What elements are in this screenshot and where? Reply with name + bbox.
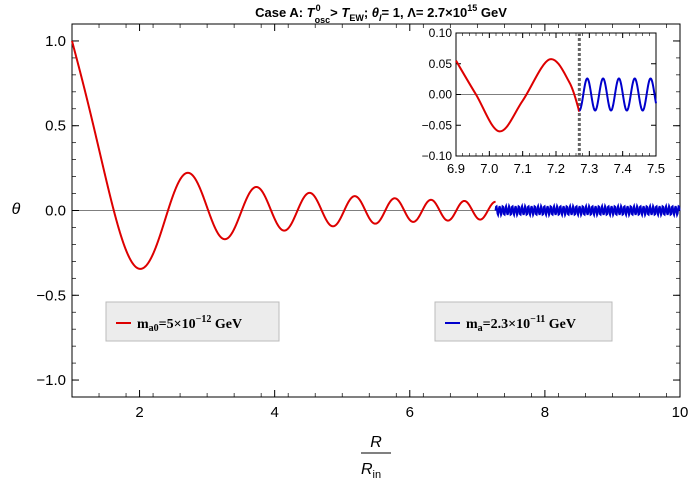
inset-series-red-line (455, 58, 581, 133)
inset-x-tick-label: 6.9 (447, 161, 465, 176)
legend-red-label: ma0=5×10−12 GeV (137, 314, 242, 334)
main-axis-labels: 2 4 6 8 10 1.0 0.5 0.0 −0.5 −1.0 (36, 33, 688, 421)
chart-title: Case A: T0 osc> TEW; θI= 1, Λ= 2.7×1015 G… (255, 3, 507, 25)
y-tick-label: 0.0 (45, 203, 66, 220)
inset-x-tick-label: 7.2 (547, 161, 565, 176)
title-sep: ; (364, 5, 372, 20)
title-t2: T (341, 5, 350, 20)
inset-x-tick-label: 7.5 (647, 161, 665, 176)
title-unit: GeV (477, 5, 507, 20)
legend-blue-unit: GeV (545, 317, 576, 332)
title-prefix: Case A: (255, 5, 307, 20)
legend-blue-exp: −11 (530, 314, 545, 325)
x-label-den-sub: in (373, 469, 382, 481)
title-theta: θ (372, 5, 379, 20)
series-blue-line (494, 202, 681, 219)
legend-blue-sub: a (478, 323, 483, 334)
legend-blue-m: m (466, 317, 478, 332)
inset-x-tick-label: 7.3 (580, 161, 598, 176)
x-label-den-r: R (361, 461, 373, 478)
legend-red-box (105, 301, 280, 342)
legend-red-sub: a0 (149, 323, 159, 334)
legend-red-unit: GeV (211, 317, 242, 332)
legend-red-exp: −12 (196, 314, 212, 325)
x-tick-label: 2 (135, 404, 143, 421)
inset-x-tick-label: 7.0 (480, 161, 498, 176)
legend-red: ma0=5×10−12 GeV (105, 301, 280, 342)
x-tick-label: 8 (541, 404, 549, 421)
inset-y-tick-label: −0.05 (422, 118, 453, 132)
y-axis-label: θ (12, 201, 21, 218)
x-tick-label: 10 (672, 404, 688, 421)
inset-y-tick-label: 0.10 (429, 26, 453, 40)
title-ew-sub: EW (349, 13, 364, 23)
y-tick-label: −1.0 (36, 372, 66, 389)
title-theta-sub: I (379, 13, 382, 23)
title-gt: > (330, 5, 341, 20)
x-label-denominator: Rin (361, 461, 381, 481)
legend-red-val: =5×10 (159, 317, 196, 332)
inset-axis-ticks (455, 32, 657, 157)
inset-x-tick-label: 7.4 (614, 161, 632, 176)
inset-series-blue-line (578, 77, 657, 112)
title-osc-sup: 0 (316, 3, 321, 13)
legend-blue-label: ma=2.3×10−11 GeV (466, 314, 576, 334)
x-tick-label: 4 (270, 404, 278, 421)
legend-blue: ma=2.3×10−11 GeV (434, 301, 613, 342)
inset-y-tick-label: −0.10 (422, 149, 453, 163)
x-label-numerator: R (370, 434, 382, 451)
inset-y-tick-label: 0.00 (429, 88, 453, 102)
inset-chart: 6.9 7.0 7.1 7.2 7.3 7.4 7.5 0.10 0.05 0.00 −0.05 −0… (422, 26, 665, 176)
legend-red-m: m (137, 317, 149, 332)
y-tick-label: 1.0 (45, 33, 66, 50)
title-theta-val: = 1, (382, 5, 408, 20)
y-tick-label: −0.5 (36, 287, 66, 304)
title-osc-sub: osc (315, 15, 331, 25)
main-axis-ticks (71, 24, 681, 397)
inset-y-tick-label: 0.05 (429, 57, 453, 71)
title-lambda-exp: 15 (467, 3, 477, 13)
title-t: T (307, 5, 316, 20)
y-tick-label: 0.5 (45, 118, 66, 135)
inset-axis-labels: 6.9 7.0 7.1 7.2 7.3 7.4 7.5 0.10 0.05 0.00 −0.05 −0… (422, 26, 665, 176)
title-lambda: Λ= 2.7×10 (407, 5, 467, 20)
legend-blue-box (434, 301, 613, 342)
x-tick-label: 6 (406, 404, 414, 421)
x-axis-label: R Rin (361, 434, 391, 481)
inset-x-tick-label: 7.1 (514, 161, 532, 176)
series-red-line (71, 40, 496, 270)
legend-blue-val: =2.3×10 (483, 317, 530, 332)
